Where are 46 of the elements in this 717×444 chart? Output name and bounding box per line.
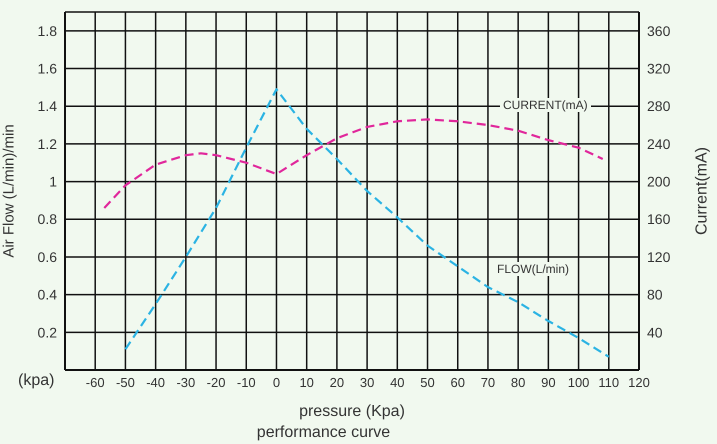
x-tick-label: 80	[510, 375, 526, 390]
x-tick-label: 30	[360, 375, 374, 390]
x-tick-label: 60	[450, 375, 465, 390]
x-tick-label: 50	[420, 375, 435, 390]
annotation: CURRENT(mA)	[500, 98, 591, 112]
y2-tick-label: 120	[647, 248, 671, 265]
y2-tick-label: 240	[647, 136, 671, 152]
y-tick-label: 1.2	[38, 136, 58, 152]
x-tick-label: -20	[206, 375, 226, 390]
x-axis-title: pressure (Kpa)	[299, 403, 405, 420]
x-tick-label: 0	[272, 375, 280, 390]
text: (kpa)	[18, 372, 54, 390]
x-tick-label: -10	[236, 375, 256, 390]
y2-tick-label: 40	[647, 324, 663, 340]
line-series	[103, 118, 604, 210]
y2-axis-title: Current(mA)	[694, 146, 711, 236]
x-tick-label: -30	[176, 375, 196, 390]
x-tick-label: -40	[146, 375, 166, 390]
x-tick-label: -60	[86, 375, 105, 390]
y-tick-label: 1	[49, 174, 58, 190]
x-tick-label: 20	[330, 375, 344, 390]
text: performance curve	[256, 424, 392, 442]
x-tick-label: 70	[480, 375, 496, 390]
x-tick-label: 40	[390, 375, 405, 390]
x-tick-label: 120	[628, 375, 650, 390]
y-tick-label: 0.4	[38, 286, 58, 303]
y2-tick-label: 200	[647, 174, 671, 190]
y-tick-label: 1.4	[38, 98, 58, 114]
line-series	[124, 88, 610, 358]
y2-tick-label: 360	[647, 22, 671, 39]
y-tick-label: 1.8	[38, 22, 58, 39]
y2-tick-label: 80	[647, 286, 663, 303]
y2-tick-label: 160	[647, 211, 671, 228]
y-tick-label: 0.8	[38, 211, 58, 228]
x-tick-label: 100	[568, 375, 590, 390]
y2-tick-label: 320	[647, 60, 671, 76]
x-tick-label: 110	[598, 375, 620, 390]
y-tick-label: 1.6	[38, 60, 58, 76]
x-tick-label: 90	[541, 375, 556, 390]
x-tick-label: -50	[116, 375, 135, 390]
annotation: FLOW(L/min)	[494, 262, 572, 276]
y-tick-label: 0.2	[38, 324, 58, 340]
x-tick-label: 10	[299, 375, 314, 390]
y-axis-title: Air Flow (L/min)/min	[0, 124, 18, 258]
y2-tick-label: 280	[647, 98, 671, 114]
y-tick-label: 0.6	[38, 248, 58, 265]
